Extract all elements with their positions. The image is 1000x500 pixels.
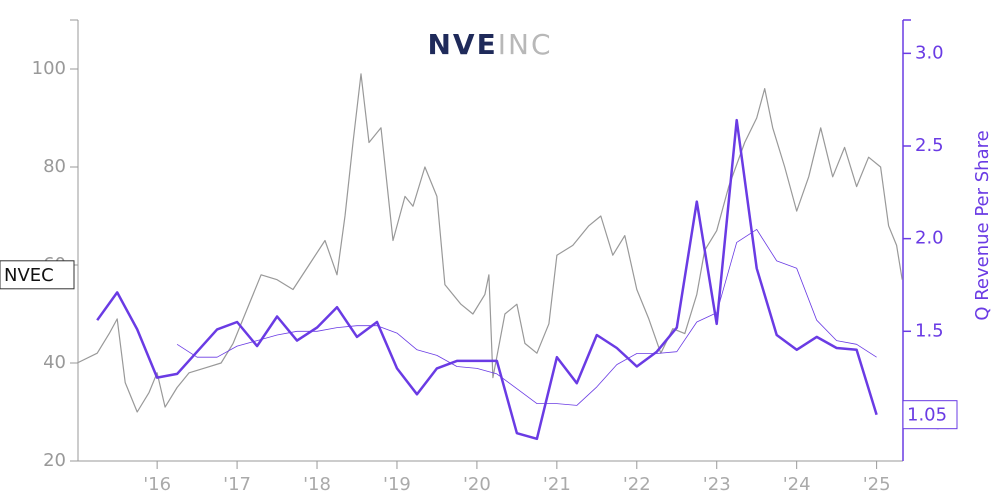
y-tick-label: 40 [43, 352, 66, 373]
x-tick-label: '22 [623, 474, 651, 495]
value-tag-box [0, 260, 75, 290]
y2-tick-label: 2.0 [915, 228, 944, 249]
x-tick-label: '24 [783, 474, 811, 495]
y2-axis-label: Q Revenue Per Share [972, 130, 993, 320]
series-line [76, 73, 903, 413]
x-tick-label: '25 [863, 474, 891, 495]
x-tick-label: '20 [463, 474, 491, 495]
y2-tick-label: 2.5 [915, 135, 944, 156]
logo: NVEINC [428, 28, 553, 61]
x-tick-label: '18 [303, 474, 331, 495]
value-tag-label: NVEC [4, 265, 54, 286]
y-tick-label: 20 [43, 450, 66, 471]
value-tag: 1.05 [902, 400, 958, 430]
y2-tick-label: 1.5 [915, 320, 944, 341]
series-line [176, 229, 877, 406]
x-tick-label: '17 [223, 474, 251, 495]
x-tick-label: '16 [143, 474, 171, 495]
logo-left: NVE [428, 28, 498, 61]
x-tick-label: '23 [703, 474, 731, 495]
y2-tick-label: 3.0 [915, 42, 944, 63]
value-tag-box [902, 400, 958, 430]
x-tick-label: '21 [543, 474, 571, 495]
x-tick-label: '19 [383, 474, 411, 495]
logo-right: INC [498, 28, 553, 61]
y-tick-label: 80 [43, 156, 66, 177]
series-line [96, 118, 878, 441]
y-tick-label: 100 [32, 58, 66, 79]
value-tag: NVEC [0, 260, 75, 290]
value-tag-label: 1.05 [907, 405, 947, 426]
